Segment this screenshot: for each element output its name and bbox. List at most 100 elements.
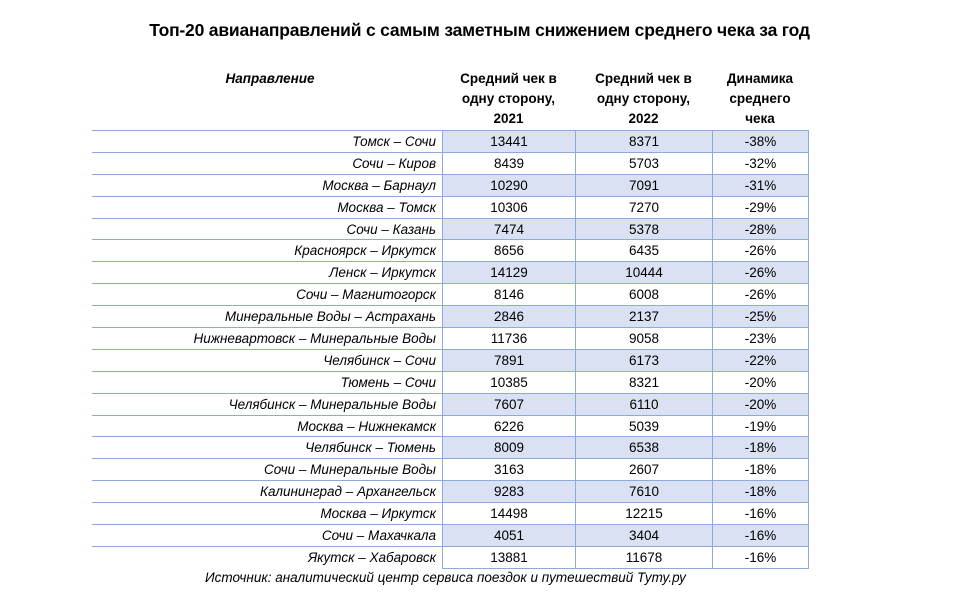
change-cell: -26% [712,239,809,263]
route-cell: Тюмень – Сочи [92,370,443,394]
header-dynamics: Динамика среднего чека [712,69,808,129]
header-line: одну сторону, [461,91,556,106]
route-cell: Москва – Нижнекамск [92,414,443,438]
routes-table-body: Томск – Сочи 13441 8371 -38% Сочи – Киров 843… [92,130,809,569]
avg-2022-cell: 10444 [575,261,713,285]
avg-2021-cell: 6226 [442,414,576,438]
table-row: Москва – Томск 10306 7270 -29% [92,195,809,219]
avg-2022-cell: 7610 [575,480,713,504]
route-cell: Калининград – Архангельск [92,480,443,504]
table-row: Москва – Барнаул 10290 7091 -31% [92,173,809,197]
route-cell: Сочи – Магнитогорск [92,283,443,307]
avg-2022-cell: 6008 [575,283,713,307]
change-cell: -16% [712,502,809,526]
table-row: Челябинск – Сочи 7891 6173 -22% [92,348,809,372]
change-cell: -19% [712,414,809,438]
route-cell: Красноярск – Иркутск [92,239,443,263]
avg-2022-cell: 2137 [575,305,713,329]
avg-2021-cell: 11736 [442,327,576,350]
change-cell: -16% [712,524,809,547]
table-row: Сочи – Казань 7474 5378 -28% [92,217,809,241]
avg-2022-cell: 6435 [575,239,713,263]
table-row: Сочи – Киров 8439 5703 -32% [92,151,809,175]
avg-2022-cell: 6173 [575,348,713,372]
avg-2021-cell: 7474 [442,217,576,241]
header-line: Динамика [726,71,794,86]
header-line: одну сторону, [596,91,691,106]
change-cell: -31% [712,173,809,197]
table-row: Красноярск – Иркутск 8656 6435 -26% [92,239,809,263]
route-cell: Москва – Иркутск [92,502,443,526]
avg-2021-cell: 13881 [442,545,576,569]
header-line: чека [745,111,775,126]
table-row: Сочи – Магнитогорск 8146 6008 -26% [92,283,809,307]
route-cell: Челябинск – Тюмень [92,436,443,460]
table-row: Челябинск – Тюмень 8009 6538 -18% [92,436,809,460]
header-line: Средний чек в [460,71,557,86]
avg-2021-cell: 10385 [442,370,576,394]
avg-2021-cell: 2846 [442,305,576,329]
route-cell: Якутск – Хабаровск [92,545,443,569]
change-cell: -16% [712,545,809,569]
table-row: Якутск – Хабаровск 13881 11678 -16% [92,545,809,569]
table-row: Сочи – Минеральные Воды 3163 2607 -18% [92,458,809,482]
avg-2021-cell: 7607 [442,392,576,416]
change-cell: -18% [712,458,809,482]
avg-2022-cell: 3404 [575,524,713,547]
route-cell: Сочи – Махачкала [92,524,443,547]
route-cell: Москва – Томск [92,195,443,219]
source-note: Источник: аналитический центр сервиса по… [205,570,686,585]
avg-2022-cell: 6110 [575,392,713,416]
page-title: Топ-20 авианаправлений с самым заметным … [149,20,810,40]
table-row: Москва – Иркутск 14498 12215 -16% [92,502,809,526]
table-row: Ленск – Иркутск 14129 10444 -26% [92,261,809,285]
avg-2022-cell: 7091 [575,173,713,197]
route-cell: Челябинск – Минеральные Воды [92,392,443,416]
route-cell: Ленск – Иркутск [92,261,443,285]
header-route: Направление [200,69,340,89]
route-cell: Сочи – Казань [92,217,443,241]
avg-2022-cell: 2607 [575,458,713,482]
table-row: Калининград – Архангельск 9283 7610 -18% [92,480,809,504]
change-cell: -18% [712,436,809,460]
table-row: Тюмень – Сочи 10385 8321 -20% [92,370,809,394]
change-cell: -22% [712,348,809,372]
header-line: среднего [729,91,791,106]
header-route-label: Направление [225,71,315,86]
route-cell: Сочи – Киров [92,151,443,175]
avg-2021-cell: 7891 [442,348,576,372]
change-cell: -20% [712,392,809,416]
avg-2022-cell: 9058 [575,327,713,350]
route-cell: Нижневартовск – Минеральные Воды [92,327,443,350]
change-cell: -26% [712,261,809,285]
avg-2022-cell: 5039 [575,414,713,438]
table-row: Минеральные Воды – Астрахань 2846 2137 -25% [92,305,809,329]
table-row: Томск – Сочи 13441 8371 -38% [92,130,809,153]
avg-2021-cell: 8656 [442,239,576,263]
table-row: Сочи – Махачкала 4051 3404 -16% [92,524,809,547]
avg-2021-cell: 10306 [442,195,576,219]
avg-2022-cell: 5378 [575,217,713,241]
avg-2021-cell: 14129 [442,261,576,285]
route-cell: Минеральные Воды – Астрахань [92,305,443,329]
route-cell: Москва – Барнаул [92,173,443,197]
header-line: 2022 [628,111,659,126]
change-cell: -29% [712,195,809,219]
avg-2022-cell: 6538 [575,436,713,460]
avg-2021-cell: 13441 [442,130,576,153]
change-cell: -38% [712,130,809,153]
avg-2022-cell: 8371 [575,130,713,153]
header-avg-2022: Средний чек в одну сторону, 2022 [575,69,712,129]
avg-2021-cell: 14498 [442,502,576,526]
avg-2022-cell: 11678 [575,545,713,569]
header-avg-2021: Средний чек в одну сторону, 2021 [442,69,575,129]
avg-2022-cell: 7270 [575,195,713,219]
table-row: Челябинск – Минеральные Воды 7607 6110 -20% [92,392,809,416]
routes-table: Томск – Сочи 13441 8371 -38% Сочи – Киров 843… [92,130,809,569]
change-cell: -28% [712,217,809,241]
header-line: Средний чек в [595,71,692,86]
route-cell: Сочи – Минеральные Воды [92,458,443,482]
route-cell: Томск – Сочи [92,130,443,153]
change-cell: -18% [712,480,809,504]
avg-2022-cell: 8321 [575,370,713,394]
